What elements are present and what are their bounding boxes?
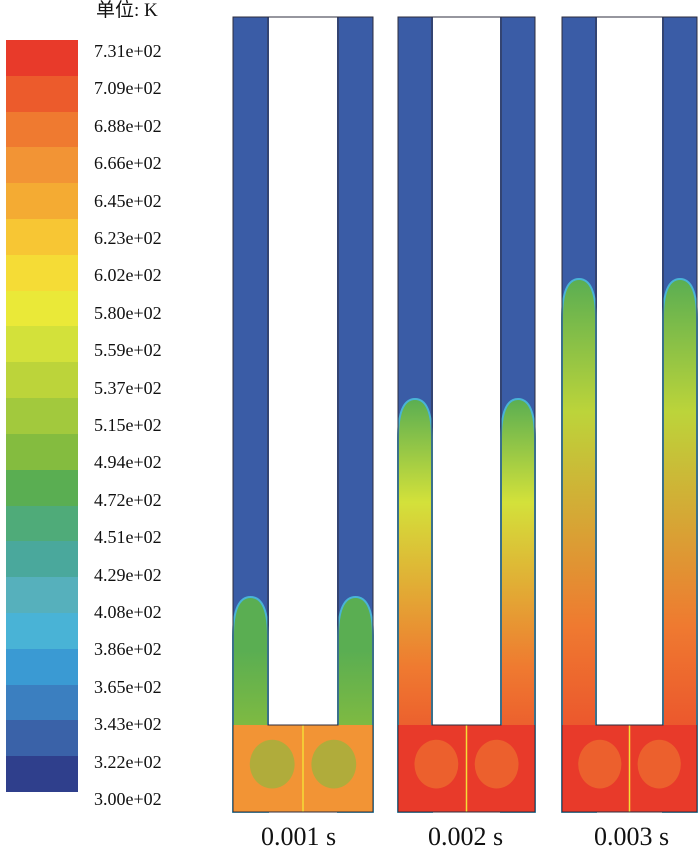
legend-swatch	[6, 219, 78, 256]
legend-swatch	[6, 612, 78, 650]
domain-outline	[561, 16, 698, 813]
legend-tick-label: 4.72e+02	[94, 489, 162, 510]
legend-tick-label: 6.02e+02	[94, 265, 162, 286]
central-body	[597, 17, 662, 725]
vortex-left	[249, 739, 295, 789]
legend-tick-label: 6.66e+02	[94, 153, 162, 174]
legend-swatch	[6, 75, 78, 113]
legend-tick-label: 6.45e+02	[94, 190, 162, 211]
legend-tick-label: 5.15e+02	[94, 415, 162, 435]
contour-panel	[232, 16, 374, 813]
vortex-left	[578, 739, 622, 789]
legend-swatch	[6, 684, 78, 721]
legend-tick-label: 7.09e+02	[94, 78, 162, 99]
legend-swatch	[6, 433, 78, 471]
legend-tick-label: 3.22e+02	[94, 751, 162, 772]
time-label: 0.003 s	[594, 822, 670, 851]
contour-panel	[561, 16, 698, 813]
legend-swatch	[6, 111, 78, 148]
legend-tick-label: 4.08e+02	[94, 602, 162, 622]
legend-tick-label: 3.00e+02	[94, 789, 162, 809]
legend-swatch	[6, 505, 78, 542]
legend-tick-label: 5.80e+02	[94, 302, 162, 323]
domain-outline	[397, 16, 536, 813]
vortex-right	[474, 739, 519, 789]
legend-swatch	[6, 469, 78, 506]
legend-swatch	[6, 577, 78, 614]
legend-swatch	[6, 147, 78, 184]
legend-swatch	[6, 541, 78, 578]
color-legend	[6, 40, 78, 793]
central-body	[269, 17, 337, 725]
legend-swatch	[6, 183, 78, 220]
vortex-left	[414, 739, 459, 789]
legend-swatch	[6, 362, 78, 399]
legend-tick-label: 6.88e+02	[94, 115, 162, 136]
legend-tick-label: 5.59e+02	[94, 340, 162, 361]
legend-tick-label: 4.94e+02	[94, 452, 162, 473]
unit-label: 单位: K	[96, 0, 158, 21]
vortex-right	[637, 739, 681, 789]
legend-tick-label: 6.23e+02	[94, 228, 162, 248]
legend-swatch	[6, 254, 78, 292]
legend-swatch	[6, 290, 78, 327]
legend-tick-label: 7.31e+02	[94, 41, 162, 61]
legend-swatch	[6, 648, 78, 686]
legend-tick-label: 3.43e+02	[94, 714, 162, 735]
legend-swatch	[6, 40, 78, 77]
legend-swatch	[6, 720, 78, 757]
legend-tick-label: 4.51e+02	[94, 527, 162, 548]
legend-tick-label: 4.29e+02	[94, 564, 162, 585]
legend-tick-label: 3.65e+02	[94, 676, 162, 697]
vortex-right	[311, 739, 357, 789]
domain-outline	[232, 16, 374, 813]
contour-panel	[397, 16, 536, 813]
time-label: 0.002 s	[428, 822, 504, 851]
legend-tick-label: 5.37e+02	[94, 377, 162, 398]
body-outline	[595, 17, 664, 726]
legend-swatch	[6, 756, 78, 793]
legend-swatch	[6, 398, 78, 435]
legend-swatch	[6, 326, 78, 363]
legend-tick-label: 3.86e+02	[94, 639, 162, 660]
body-outline	[431, 17, 502, 726]
body-outline	[267, 17, 339, 726]
time-label: 0.001 s	[261, 822, 337, 851]
central-body	[433, 17, 500, 725]
